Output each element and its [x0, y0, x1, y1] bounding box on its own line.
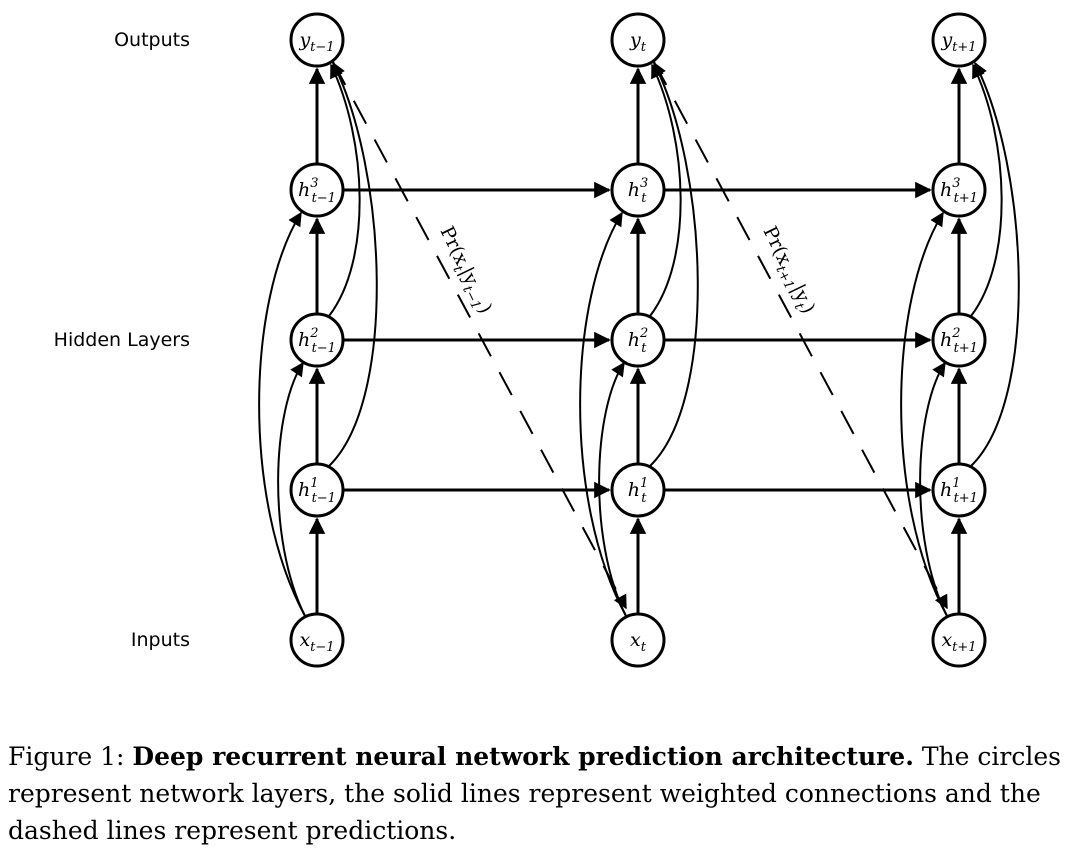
node-h3-curr: h3 t: [610, 162, 666, 218]
connection-layer: [258, 61, 1020, 617]
skip-h2-to-y-next: [970, 63, 1003, 317]
prediction-dashed-line-2: [653, 61, 948, 610]
node-x-prev: xt−1: [289, 612, 345, 668]
svg-text:yt−1: yt−1: [298, 29, 334, 55]
node-h1-prev: h1 t−1: [289, 462, 345, 518]
caption-prefix: Figure 1:: [8, 742, 133, 771]
node-y-curr: yt: [610, 12, 666, 68]
svg-text:h3t−1: h3 t−1: [298, 176, 336, 206]
node-h3-prev: h3 t−1: [289, 162, 345, 218]
svg-text:xt+1: xt+1: [941, 629, 976, 655]
caption-body: The circles represent network layers, th…: [8, 742, 1061, 845]
svg-text:Pr(xt+1|yt): Pr(xt+1|yt): [755, 223, 820, 319]
node-x-curr: xt: [610, 612, 666, 668]
rnn-architecture-diagram: Outputs Hidden Layers Inputs yt−1 yt yt+1 h…: [54, 12, 1020, 668]
skip-h2-to-y-curr: [649, 63, 682, 317]
svg-text:h1t: h1 t: [628, 476, 649, 506]
outputs-row-label: Outputs: [114, 29, 190, 51]
node-h2-prev: h2 t−1: [289, 312, 345, 368]
node-y-prev: yt−1: [289, 12, 345, 68]
hidden-layers-row-label: Hidden Layers: [54, 329, 190, 351]
skip-x-to-h3-next: [900, 211, 948, 617]
node-h2-curr: h2 t: [610, 312, 666, 368]
svg-text:h3t+1: h3 t+1: [940, 176, 978, 206]
skip-h1-to-y-next: [970, 61, 1020, 467]
prediction-dashed-line-1: [332, 61, 627, 610]
skip-h2-to-y-prev: [328, 63, 361, 317]
figure-caption: Figure 1: Deep recurrent neural network …: [8, 738, 1064, 849]
node-layer: yt−1 yt yt+1 h3 t−1 h3 t h3 t+1 h2 t−1 h2 t h2 t+1 h1 t−…: [289, 12, 987, 668]
skip-x-to-h3-curr: [579, 211, 627, 617]
inputs-row-label: Inputs: [131, 629, 190, 651]
svg-text:h2t: h2 t: [628, 326, 649, 356]
svg-text:h2t−1: h2 t−1: [298, 326, 336, 356]
skip-h1-to-y-curr: [649, 61, 699, 467]
svg-text:yt+1: yt+1: [940, 29, 976, 55]
svg-text:h3t: h3 t: [628, 176, 649, 206]
svg-text:yt: yt: [629, 29, 647, 55]
svg-text:h2t+1: h2 t+1: [940, 326, 978, 356]
svg-text:xt−1: xt−1: [299, 629, 334, 655]
node-h1-next: h1 t+1: [931, 462, 987, 518]
node-h3-next: h3 t+1: [931, 162, 987, 218]
svg-text:h1t+1: h1 t+1: [940, 476, 978, 506]
skip-x-to-h3-prev: [258, 211, 306, 617]
svg-text:xt: xt: [630, 629, 647, 655]
node-h2-next: h2 t+1: [931, 312, 987, 368]
prediction-label-2: Pr(xt+1|yt): [755, 223, 820, 319]
svg-text:h1t−1: h1 t−1: [298, 476, 336, 506]
skip-x-to-h2-prev: [277, 361, 306, 617]
node-h1-curr: h1 t: [610, 462, 666, 518]
skip-h1-to-y-prev: [328, 61, 378, 467]
node-y-next: yt+1: [931, 12, 987, 68]
node-x-next: xt+1: [931, 612, 987, 668]
caption-title: Deep recurrent neural network prediction…: [132, 742, 914, 771]
